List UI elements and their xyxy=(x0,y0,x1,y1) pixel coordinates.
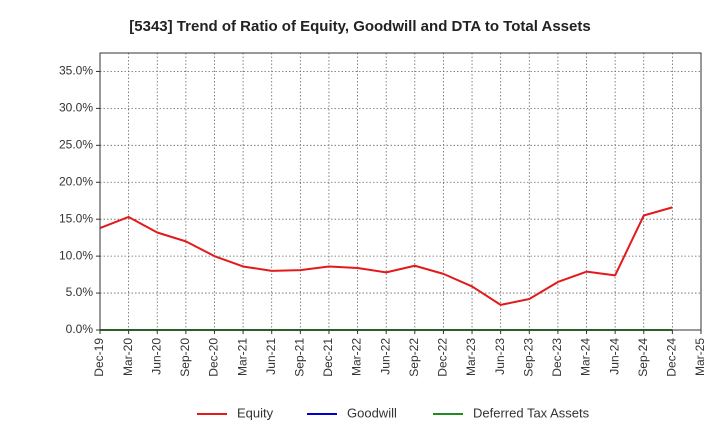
x-tick-label: Dec-19 xyxy=(92,338,106,377)
x-tick-label: Sep-20 xyxy=(178,338,192,377)
x-tick-label: Jun-22 xyxy=(378,338,392,375)
y-tick-label: 5.0% xyxy=(66,285,94,299)
y-tick-label: 35.0% xyxy=(59,64,93,78)
x-tick-label: Dec-24 xyxy=(665,338,679,377)
x-tick-label: Mar-23 xyxy=(464,338,478,376)
y-tick-label: 15.0% xyxy=(59,211,93,225)
x-tick-label: Sep-22 xyxy=(407,338,421,377)
series-lines xyxy=(99,206,673,306)
x-tick-label: Dec-21 xyxy=(321,338,335,377)
x-tick-label: Jun-24 xyxy=(607,338,621,375)
series-line-equity xyxy=(99,206,673,306)
x-tick-label: Jun-23 xyxy=(493,338,507,375)
legend-label: Equity xyxy=(237,405,274,420)
plot-frame xyxy=(99,52,702,331)
x-tick-label: Dec-20 xyxy=(207,338,221,377)
x-tick-label: Sep-21 xyxy=(293,338,307,377)
y-axis: 0.0% 5.0% 10.0% 15.0% 20.0% 25.0% 30.0% 35.0% xyxy=(59,64,100,336)
x-tick-label: Mar-20 xyxy=(121,338,135,376)
y-tick-label: 0.0% xyxy=(66,322,94,336)
x-tick-label: Jun-20 xyxy=(149,338,163,375)
chart-title: [5343] Trend of Ratio of Equity, Goodwil… xyxy=(129,18,590,35)
x-tick-label: Dec-23 xyxy=(550,338,564,377)
y-tick-label: 20.0% xyxy=(59,174,93,188)
x-tick-label: Sep-24 xyxy=(636,338,650,377)
y-tick-label: 25.0% xyxy=(59,138,93,152)
x-axis: Dec-19 Mar-20 Jun-20 Sep-20 Dec-20 Mar-21 Jun-… xyxy=(92,330,707,377)
grid xyxy=(100,53,701,330)
x-tick-label: Sep-23 xyxy=(521,338,535,377)
plot-area xyxy=(100,53,701,330)
legend: Equity Goodwill Deferred Tax Assets xyxy=(197,405,590,420)
legend-label: Goodwill xyxy=(347,405,397,420)
x-tick-label: Dec-22 xyxy=(436,338,450,377)
x-tick-label: Mar-25 xyxy=(693,338,707,376)
y-tick-label: 10.0% xyxy=(59,248,93,262)
x-tick-label: Mar-21 xyxy=(235,338,249,376)
legend-label: Deferred Tax Assets xyxy=(473,405,590,420)
x-tick-label: Mar-22 xyxy=(350,338,364,376)
y-tick-label: 30.0% xyxy=(59,101,93,115)
x-tick-label: Jun-21 xyxy=(264,338,278,375)
x-tick-label: Mar-24 xyxy=(579,338,593,376)
